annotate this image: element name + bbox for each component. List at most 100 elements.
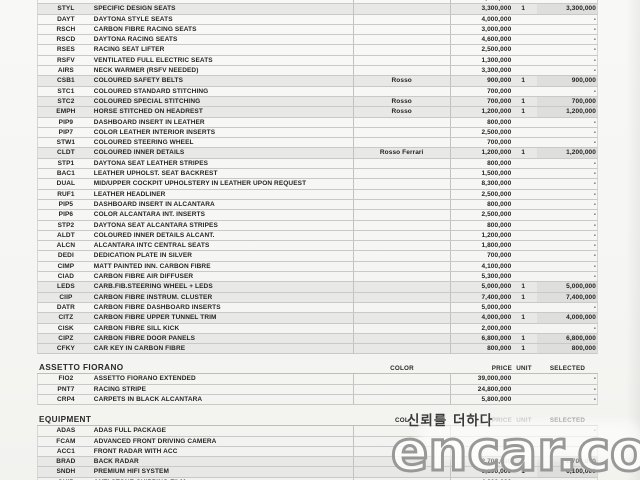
- option-row-pnt7: PNT7 RACING STRIPE 24,800,000 -: [37, 384, 598, 395]
- option-code: ALCN: [56, 242, 76, 250]
- option-unit: [511, 303, 535, 312]
- option-row-stp1: STP1 DAYTONA SEAT LEATHER STRIPES 800,000 -: [37, 158, 598, 170]
- option-selected: -: [593, 36, 596, 44]
- option-row-cisk: CISK CARBON FIBRE SILL KICK 2,000,000 -: [37, 323, 598, 334]
- option-color: Rosso: [352, 107, 451, 117]
- option-description: COLOURED INNER DETAILS: [93, 149, 185, 157]
- option-price: 7,400,000: [481, 293, 512, 301]
- section-title: EQUIPMENT: [39, 415, 92, 425]
- option-row-sndh: SNDH PREMIUM HIFI SYSTEM 6,100,000 1 6,100,0…: [37, 467, 598, 478]
- option-row-dual: DUAL MID/UPPER COCKPIT UPHOLSTERY IN LEAT…: [37, 179, 598, 190]
- option-selected: -: [593, 139, 596, 147]
- option-price: 39,000,000: [477, 375, 512, 383]
- option-selected: -: [593, 190, 596, 198]
- option-selected: 4,000,000: [537, 313, 597, 323]
- option-color: [352, 0, 451, 4]
- column-header-price: PRICE: [451, 417, 512, 424]
- option-price: 4,000,000: [481, 314, 512, 322]
- option-description: MID/UPPER COCKPIT UPHOLSTERY IN LEATHER …: [93, 180, 307, 188]
- section-header: ASSETTO FIORANO COLOR PRICE UNIT SELECTED: [37, 362, 598, 375]
- option-code: LEDS: [57, 283, 75, 291]
- option-row-airs: AIRS NECK WARMER (RSFV NEEDED) 3,300,000 -: [37, 66, 598, 77]
- option-row-rses: RSES RACING SEAT LIFTER 2,500,000 -: [37, 45, 598, 56]
- option-color: [352, 169, 451, 179]
- option-code: STP1: [57, 159, 75, 167]
- option-selected: -: [593, 25, 596, 33]
- option-unit: [511, 231, 535, 240]
- option-unit: [511, 118, 535, 127]
- option-price: 1,200,000: [481, 149, 512, 157]
- option-color: [352, 457, 451, 467]
- option-description: SPECIFIC DESIGN SEATS: [93, 5, 176, 13]
- option-selected: -: [593, 273, 596, 281]
- option-row-stc2: STC2 COLOURED SPECIAL STITCHING Rosso 700,0…: [37, 96, 598, 108]
- option-price: 8,300,000: [481, 180, 512, 188]
- option-selected: -: [593, 128, 596, 136]
- option-description: LEATHER UPHOLST. SEAT BACKREST: [93, 170, 218, 178]
- option-price: 800,000: [487, 345, 512, 353]
- option-unit: 1: [521, 149, 526, 157]
- option-unit: 1: [521, 97, 526, 105]
- option-unit: [511, 374, 535, 383]
- option-unit: [511, 241, 535, 250]
- option-selected: -: [593, 395, 596, 403]
- option-color: [352, 35, 451, 45]
- option-code: FIO2: [58, 375, 74, 383]
- option-unit: [511, 190, 535, 199]
- option-unit: [511, 272, 535, 281]
- option-row-emph: EMPH HORSE STITCHED ON HEADREST Rosso 1,200…: [37, 107, 598, 118]
- option-code: CFKY: [56, 345, 75, 353]
- option-code: CISK: [57, 324, 74, 332]
- option-code: CITZ: [58, 314, 74, 322]
- option-color: [352, 282, 451, 292]
- option-color: [352, 374, 451, 384]
- option-price: 3,000,000: [481, 25, 512, 33]
- option-row-leds: LEDS CARB.FIB.STEERING WHEEL + LEDS 5,000,…: [37, 282, 598, 293]
- option-description: ASSETTO FIORANO EXTENDED: [93, 375, 196, 383]
- option-row-fio2: FIO2 ASSETTO FIORANO EXTENDED 39,000,000 -: [37, 374, 598, 385]
- option-row-pip9: PIP9 DASHBOARD INSERT IN LEATHER 800,000 -: [37, 117, 598, 128]
- option-unit: [511, 87, 535, 96]
- option-unit: [511, 138, 535, 147]
- option-color: [352, 230, 451, 241]
- option-unit: 1: [521, 283, 526, 291]
- option-unit: 1: [521, 334, 526, 342]
- option-unit: [511, 210, 535, 219]
- option-unit: 1: [521, 108, 526, 116]
- option-unit: [511, 395, 535, 404]
- option-color: [352, 55, 451, 66]
- option-row-dedi: DEDI DEDICATION PLATE IN SILVER 700,000 -: [37, 251, 598, 262]
- option-price: 5,300,000: [481, 273, 512, 281]
- option-unit: [511, 45, 535, 54]
- option-description: COLOURED STEERING WHEEL: [93, 139, 194, 147]
- option-unit: [511, 385, 535, 394]
- option-unit: [511, 128, 535, 137]
- option-description: COLOURED SPECIAL STITCHING: [93, 97, 201, 105]
- option-unit: [511, 251, 535, 260]
- option-description: CARBON FIBRE UPPER TUNNEL TRIM: [93, 314, 217, 322]
- option-color: [352, 127, 451, 138]
- option-selected: -: [593, 375, 596, 383]
- option-unit: [511, 262, 535, 271]
- option-description: RACING STRIPE: [93, 385, 147, 393]
- option-selected: -: [593, 170, 596, 178]
- option-row-styl: STYL SPECIFIC DESIGN SEATS 3,300,000 1 3,300…: [37, 4, 598, 15]
- option-price: 700,000: [487, 139, 512, 147]
- option-code: FCAM: [56, 437, 76, 445]
- option-code: RSES: [56, 46, 75, 54]
- option-code: CLDT: [57, 149, 75, 157]
- option-selected: -: [593, 118, 596, 126]
- option-row-ciad: CIAD CARBON FIBRE AIR DIFFUSER 5,300,000 -: [37, 272, 598, 283]
- option-color: [352, 66, 451, 76]
- option-description: CARBON FIBRE INSTRUM. CLUSTER: [93, 293, 213, 301]
- option-color: [352, 14, 451, 24]
- option-row-aldt: ALDT COLOURED INNER DETAILS ALCANT. 1,200,…: [37, 230, 598, 242]
- option-color: Rosso: [352, 76, 451, 86]
- option-price: 800,000: [487, 118, 512, 126]
- option-code: CIIP: [59, 293, 73, 301]
- option-selected: -: [593, 231, 596, 239]
- option-row-tapn: TAPNFLOOR MATS IN BLACK LEATHER AND BLAC…: [37, 0, 598, 5]
- option-unit: [511, 159, 535, 168]
- option-code: DAYT: [57, 15, 75, 23]
- option-price: 800,000: [487, 221, 512, 229]
